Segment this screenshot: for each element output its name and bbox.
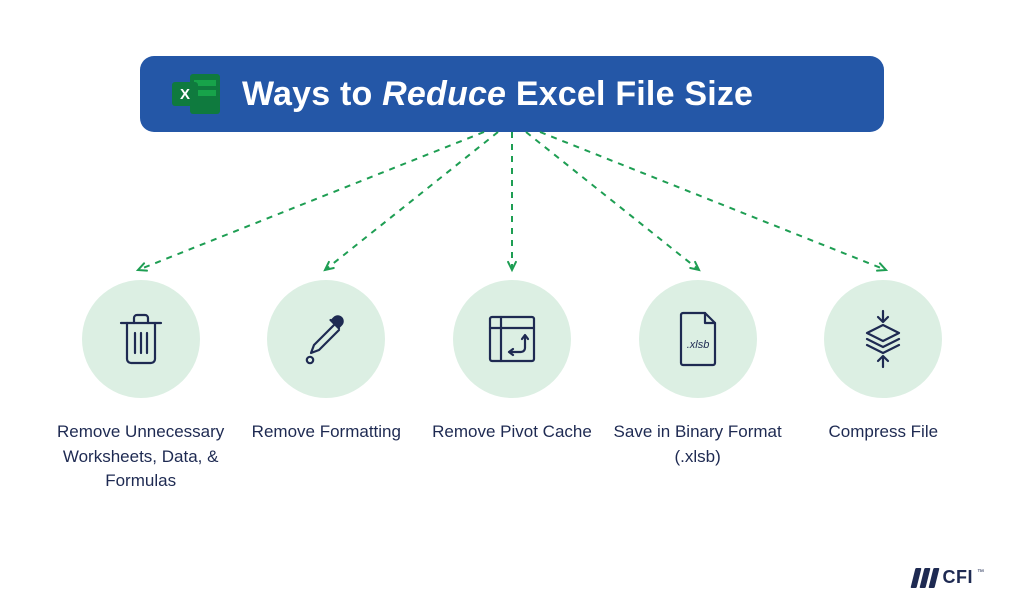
circle-pivot [453,280,571,398]
item-save-binary: .xlsb Save in Binary Format (.xlsb) [613,280,783,494]
title-text: Ways to Reduce Excel File Size [242,75,753,114]
pivot-icon [485,312,539,366]
item-label: Compress File [828,420,938,445]
excel-icon: X [172,70,220,118]
item-label: Save in Binary Format (.xlsb) [613,420,783,469]
circle-dropper [267,280,385,398]
item-remove-formatting: Remove Formatting [241,280,411,494]
file-xlsb-icon: .xlsb [674,310,722,368]
item-remove-worksheets: Remove Unnecessary Worksheets, Data, & F… [56,280,226,494]
compress-icon [857,309,909,369]
item-remove-pivot: Remove Pivot Cache [427,280,597,494]
logo-trademark: ™ [977,569,984,576]
title-banner: X Ways to Reduce Excel File Size [140,56,884,132]
item-compress: Compress File [798,280,968,494]
dropper-icon [298,311,354,367]
item-label: Remove Unnecessary Worksheets, Data, & F… [56,420,226,494]
cfi-logo: CFI ™ [913,567,985,588]
logo-bars-icon [910,568,939,588]
circle-compress [824,280,942,398]
circle-trash [82,280,200,398]
logo-text: CFI [943,567,974,588]
item-label: Remove Formatting [252,420,401,445]
circle-file: .xlsb [639,280,757,398]
items-row: Remove Unnecessary Worksheets, Data, & F… [0,280,1024,494]
xlsb-badge-text: .xlsb [686,339,709,351]
trash-icon [115,311,167,367]
item-label: Remove Pivot Cache [432,420,592,445]
